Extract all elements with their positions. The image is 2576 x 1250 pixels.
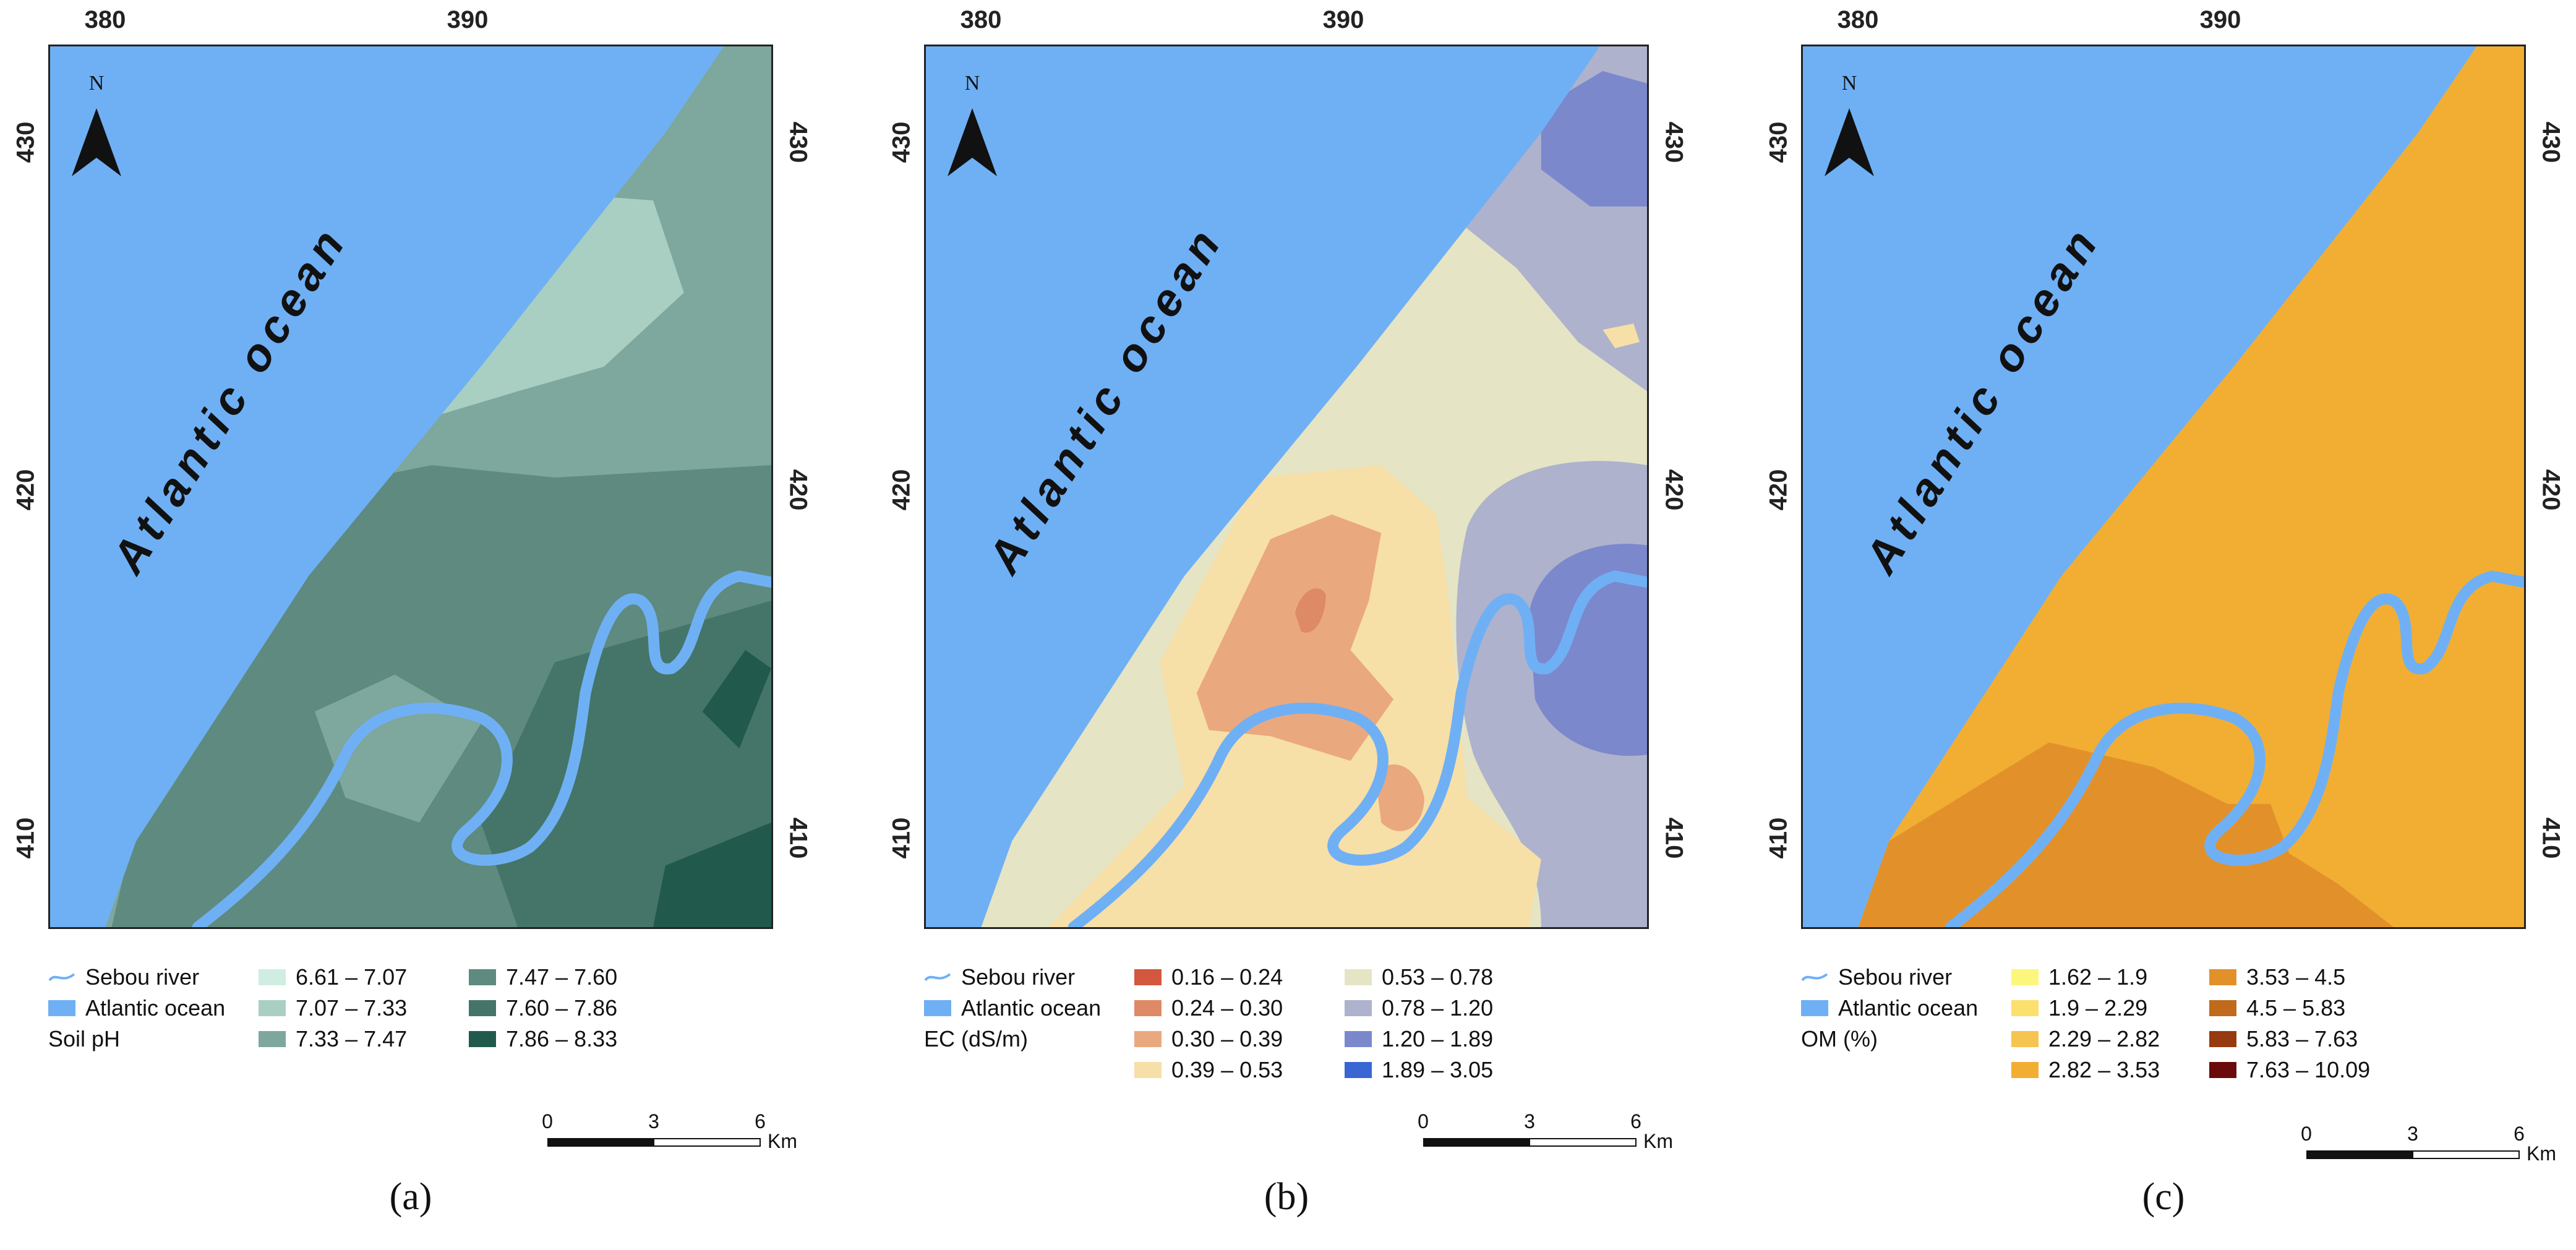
ocean-swatch [1801, 1000, 1828, 1016]
ocean-swatch [924, 1000, 951, 1016]
legend-class: 1.62 – 1.9 [2011, 964, 2147, 990]
y-tick-410-left: 410 [1765, 817, 1792, 859]
soil-ph-map [50, 46, 771, 927]
legend-class: 1.20 – 1.89 [1345, 1026, 1493, 1051]
class-0.30-0.39-area [1196, 514, 1394, 761]
y-tick-420-right: 420 [1660, 469, 1688, 511]
legend-class: 7.63 – 10.09 [2209, 1057, 2370, 1082]
panel-a: 380 390 430 420 410 430 420 410 N Atlant… [12, 6, 812, 1218]
legend-class: 7.86 – 8.33 [469, 1026, 617, 1051]
river-legend-icon [48, 973, 75, 982]
sebou-river [1068, 570, 1647, 927]
map-frame: N Atlantic ocean [924, 45, 1649, 929]
class-7.86-8.33-area [653, 822, 771, 927]
svg-text:N: N [965, 72, 980, 95]
legend-class: 0.53 – 0.78 [1345, 964, 1493, 990]
y-tick-430-right: 430 [1660, 121, 1688, 163]
y-tick-410-right: 410 [784, 817, 812, 859]
y-tick-430-left: 430 [1765, 121, 1792, 163]
legend-class: 1.9 – 2.29 [2011, 995, 2147, 1021]
legend-class: 5.83 – 7.63 [2209, 1026, 2358, 1051]
ocean-area [50, 46, 724, 927]
ec-map [926, 46, 1647, 927]
legend-ocean: Atlantic ocean [48, 995, 225, 1021]
ocean-area [1803, 46, 2477, 927]
legend-class: 7.60 – 7.86 [469, 995, 617, 1021]
legend-class: 2.82 – 3.53 [2011, 1057, 2160, 1082]
panel-label-a: (a) [389, 1176, 432, 1218]
panel-c: 380 390 430 420 410 430 420 410 N Atlant… [1765, 6, 2565, 1218]
legend-class: 6.61 – 7.07 [259, 964, 407, 990]
legend-variable: EC (dS/m) [924, 1026, 1029, 1051]
class-0.24-0.30-patch [1294, 588, 1326, 633]
y-tick-420-left: 420 [1765, 469, 1792, 511]
y-tick-430-left: 430 [888, 121, 915, 163]
legend-river: Sebou river [48, 964, 199, 990]
x-tick-390: 390 [1322, 6, 1364, 33]
river-legend-icon [1801, 973, 1828, 982]
x-tick-380: 380 [84, 6, 126, 33]
legend-class: 4.5 – 5.83 [2209, 995, 2345, 1021]
river-legend-icon [924, 973, 951, 982]
scale-bar-graphic [1423, 1138, 1637, 1147]
north-arrow-icon: N [1825, 72, 1874, 176]
legend-ocean: Atlantic ocean [1801, 995, 1978, 1021]
legend-river: Sebou river [924, 964, 1075, 990]
svg-text:N: N [89, 72, 105, 95]
y-tick-420-left: 420 [888, 469, 915, 511]
class-1.20-1.89-north [1541, 71, 1647, 207]
panel-label-b: (b) [1264, 1176, 1309, 1218]
y-tick-420-right: 420 [784, 469, 812, 511]
class-1.20-1.89-south [1528, 544, 1647, 756]
scale-bar-graphic [547, 1138, 761, 1147]
legend-class: 7.47 – 7.60 [469, 964, 617, 990]
x-tick-390: 390 [447, 6, 489, 33]
class-0.30-0.39-patch [1375, 764, 1424, 831]
legend-class: 7.33 – 7.47 [259, 1026, 407, 1051]
legend-class: 7.07 – 7.33 [259, 995, 407, 1021]
svg-text:N: N [1842, 72, 1857, 95]
legend-class: 2.29 – 2.82 [2011, 1026, 2160, 1051]
legend-river: Sebou river [1801, 964, 1952, 990]
panel-label-c: (c) [2142, 1176, 2185, 1218]
class-7.86-8.33-patch [702, 649, 771, 749]
north-arrow-icon: N [72, 72, 121, 176]
scale-bar-graphic [2306, 1150, 2520, 1159]
y-tick-430-left: 430 [12, 121, 40, 163]
x-tick-380: 380 [1837, 6, 1879, 33]
ocean-swatch [48, 1000, 75, 1016]
legend-class: 0.16 – 0.24 [1134, 964, 1283, 990]
y-tick-420-left: 420 [12, 469, 40, 511]
y-tick-430-right: 430 [2537, 121, 2565, 163]
y-tick-430-right: 430 [784, 121, 812, 163]
y-tick-410-left: 410 [12, 817, 40, 859]
map-frame: N Atlantic ocean [1801, 45, 2526, 929]
legend-class: 0.78 – 1.20 [1345, 995, 1493, 1021]
legend-variable: Soil pH [48, 1026, 121, 1051]
sebou-river [1945, 570, 2524, 927]
panel-b: 380 390 430 420 410 430 420 410 N Atlant… [888, 6, 1688, 1218]
class-7.60-7.86-area [481, 601, 771, 927]
legend-variable: OM (%) [1801, 1026, 1878, 1051]
legend-class: 0.39 – 0.53 [1134, 1057, 1283, 1082]
y-tick-420-right: 420 [2537, 469, 2565, 511]
y-tick-410-right: 410 [2537, 817, 2565, 859]
legend-class: 0.24 – 0.30 [1134, 995, 1283, 1021]
north-arrow-icon: N [948, 72, 997, 176]
legend-class: 0.30 – 0.39 [1134, 1026, 1283, 1051]
class-3.53-4.5-area [1858, 742, 2394, 927]
map-frame: N Atlantic ocean [48, 45, 773, 929]
y-tick-410-left: 410 [888, 817, 915, 859]
x-tick-390: 390 [2199, 6, 2241, 33]
legend-class: 1.89 – 3.05 [1345, 1057, 1493, 1082]
legend-ocean: Atlantic ocean [924, 995, 1101, 1021]
om-map [1803, 46, 2524, 927]
y-tick-410-right: 410 [1660, 817, 1688, 859]
ocean-area [926, 46, 1600, 927]
legend-class: 3.53 – 4.5 [2209, 964, 2345, 990]
x-tick-380: 380 [960, 6, 1002, 33]
class-0.39-0.53-patch [1603, 323, 1640, 348]
sebou-river [192, 570, 771, 927]
